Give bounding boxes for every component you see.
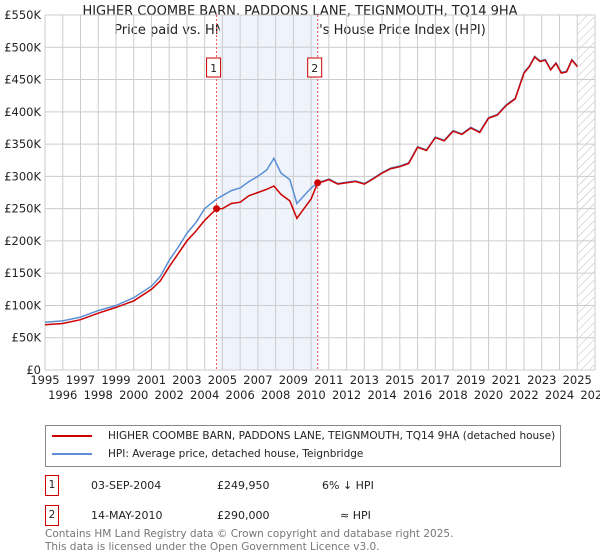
blue-line-swatch	[52, 453, 92, 455]
sale-date: 14-MAY-2010	[91, 509, 163, 522]
red-line-swatch	[52, 435, 92, 437]
sale-date: 03-SEP-2004	[91, 479, 162, 492]
x-tick-label: 2011	[314, 373, 343, 387]
x-tick-label: 2020	[474, 388, 503, 402]
y-tick-label: £0	[26, 363, 41, 377]
x-tick-label: 2001	[137, 373, 166, 387]
y-tick-label: £200K	[4, 234, 41, 248]
sale-price: £249,950	[217, 479, 270, 492]
x-tick-label: 2000	[119, 388, 148, 402]
sale-point	[213, 205, 221, 213]
x-tick-label: 2021	[492, 373, 521, 387]
x-tick-label: 2006	[226, 388, 255, 402]
sale-label-box	[206, 57, 222, 78]
footer: Contains HM Land Registry data © Crown c…	[45, 528, 453, 554]
y-tick-label: £150K	[4, 266, 41, 280]
price-chart: 1995199619971998199920002001200220032004…	[4, 8, 600, 402]
x-tick-label: 2002	[155, 388, 184, 402]
x-tick-label: 2015	[385, 373, 414, 387]
legend-label: HIGHER COOMBE BARN, PADDONS LANE, TEIGNM…	[108, 430, 556, 442]
x-tick-label: 2022	[509, 388, 538, 402]
legend-item-hpi: HPI: Average price, detached house, Teig…	[52, 448, 363, 460]
x-tick-label: 2004	[190, 388, 219, 402]
y-tick-label: £450K	[4, 73, 41, 87]
x-tick-label: 2013	[350, 373, 379, 387]
sale-price: £290,000	[217, 509, 270, 522]
x-tick-label: 2012	[332, 388, 361, 402]
sale-row: 2 14-MAY-2010 £290,000 ≈ HPI	[45, 505, 445, 526]
sale-label: 2	[311, 62, 318, 75]
sale-badge: 2	[45, 505, 59, 526]
x-tick-label: 1997	[66, 373, 95, 387]
forecast-hatch	[577, 15, 595, 370]
x-tick-label: 1995	[30, 373, 59, 387]
sale-point	[314, 179, 322, 187]
sale-row: 1 03-SEP-2004 £249,950 6% ↓ HPI	[45, 475, 445, 496]
footer-line: Contains HM Land Registry data © Crown c…	[45, 528, 454, 540]
x-tick-label: 2014	[367, 388, 396, 402]
legend-label: HPI: Average price, detached house, Teig…	[108, 448, 364, 460]
x-tick-label: 2016	[403, 388, 432, 402]
x-tick-label: 2026	[580, 388, 600, 402]
x-tick-label: 2023	[527, 373, 556, 387]
y-tick-label: £500K	[4, 40, 41, 54]
y-tick-label: £350K	[4, 137, 41, 151]
legend: HIGHER COOMBE BARN, PADDONS LANE, TEIGNM…	[45, 425, 561, 467]
x-tick-label: 2019	[456, 373, 485, 387]
shaded-period	[219, 15, 318, 370]
y-tick-label: £250K	[4, 202, 41, 216]
x-tick-label: 1998	[84, 388, 113, 402]
sale-label: 1	[210, 62, 217, 75]
sale-label-box	[307, 57, 323, 78]
sale-badge: 1	[45, 475, 59, 496]
x-tick-label: 2005	[208, 373, 237, 387]
x-tick-label: 2003	[172, 373, 201, 387]
y-tick-label: £300K	[4, 169, 41, 183]
series-line	[44, 55, 578, 326]
y-tick-label: £100K	[4, 298, 41, 312]
x-tick-label: 2018	[438, 388, 467, 402]
x-tick-label: 1999	[101, 373, 130, 387]
y-tick-label: £400K	[4, 105, 41, 119]
x-tick-label: 2009	[279, 373, 308, 387]
legend-item-property: HIGHER COOMBE BARN, PADDONS LANE, TEIGNM…	[52, 430, 555, 442]
x-tick-label: 1996	[48, 388, 77, 402]
x-tick-label: 2007	[243, 373, 272, 387]
x-tick-label: 2010	[296, 388, 325, 402]
y-tick-label: £550K	[4, 8, 41, 22]
sale-hpi: ≈ HPI	[340, 509, 371, 522]
x-tick-label: 2017	[421, 373, 450, 387]
sale-hpi: 6% ↓ HPI	[322, 479, 374, 492]
x-tick-label: 2025	[563, 373, 592, 387]
footer-line: This data is licensed under the Open Gov…	[45, 541, 380, 553]
y-tick-label: £50K	[12, 331, 42, 345]
x-tick-label: 2024	[545, 388, 574, 402]
x-tick-label: 2008	[261, 388, 290, 402]
